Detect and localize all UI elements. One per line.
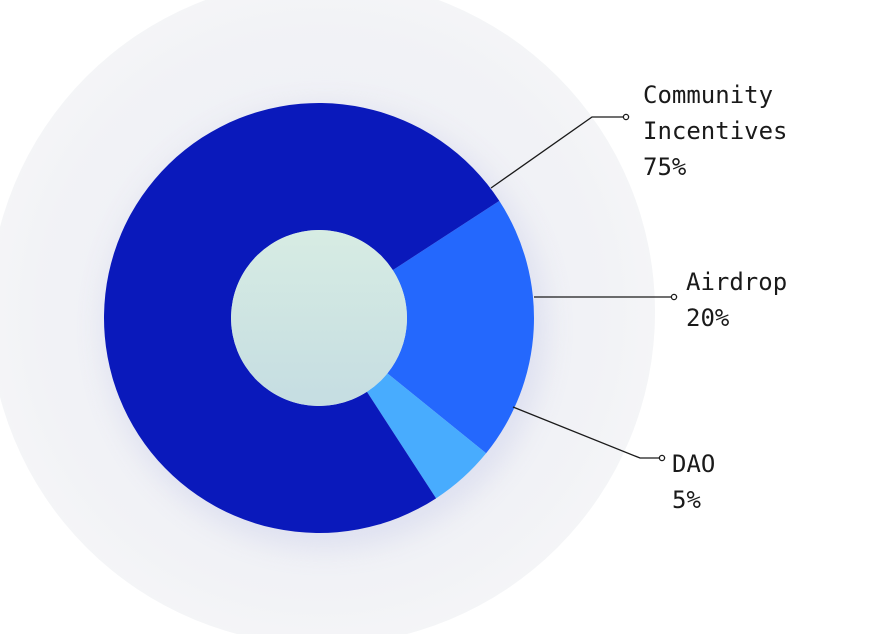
leader-dot-community-incentives: [622, 113, 630, 121]
slice-label-community-incentives: Community: [643, 81, 773, 109]
slice-labels: Community Incentives 75% Airdrop 20% DAO 5%: [643, 81, 788, 514]
slice-label-community-incentives-line-2: Incentives: [643, 117, 788, 145]
leader-line-dao: [512, 406, 662, 459]
slice-dao: [366, 373, 487, 499]
leader-line-community-incentives: [490, 116, 626, 189]
percent-label-community-incentives: 75%: [643, 153, 687, 181]
slice-label-dao: DAO: [672, 450, 715, 478]
donut-slices: [104, 102, 534, 534]
slice-airdrop: [387, 200, 534, 454]
slice-label-airdrop: Airdrop: [686, 268, 787, 296]
percent-label-dao: 5%: [672, 486, 701, 514]
percent-label-airdrop: 20%: [686, 304, 730, 332]
leader-dot-airdrop: [670, 293, 678, 301]
leader-lines: [490, 113, 678, 462]
slice-community-incentives: [104, 102, 500, 534]
donut-hole: [231, 230, 407, 406]
donut-center: [231, 230, 407, 406]
leader-dot-dao: [658, 454, 666, 462]
